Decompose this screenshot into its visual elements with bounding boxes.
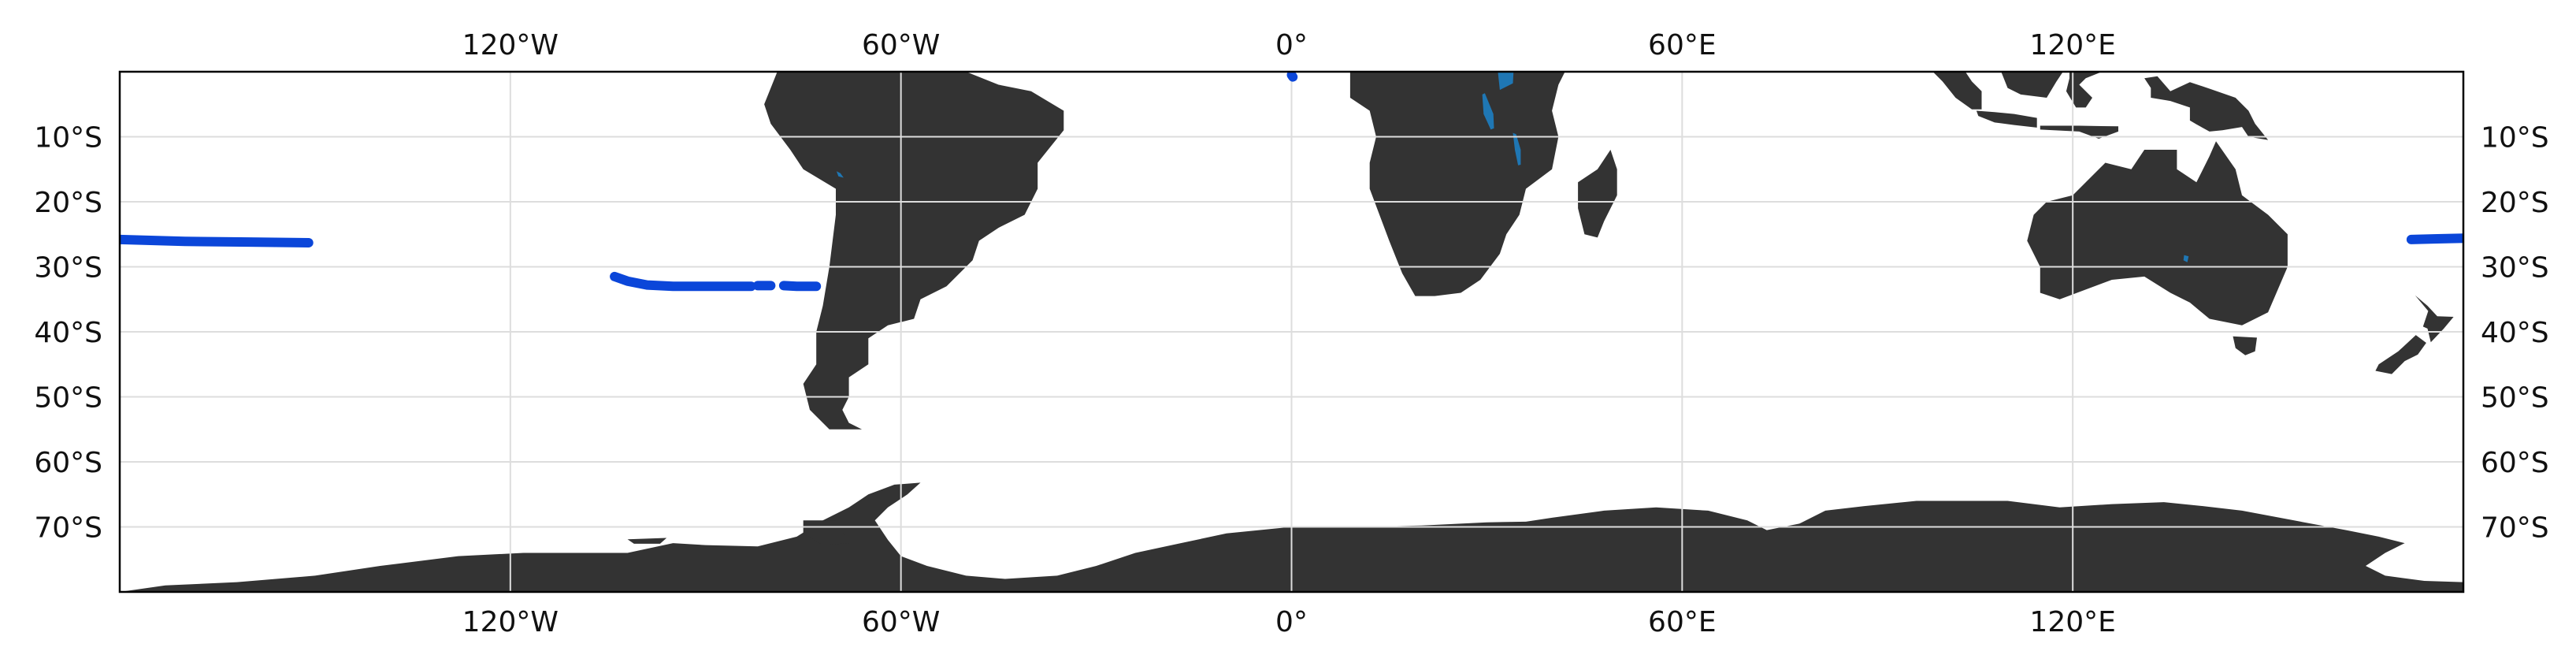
lon-tick-label-bottom: 0° [1275,606,1308,638]
lat-tick-label-left: 50°S [34,382,102,415]
inland-water-lake-eyre [2183,255,2189,262]
lon-tick-label-top: 60°W [862,29,940,61]
lon-tick-label-top: 120°W [462,29,559,61]
lat-tick-label-right: 70°S [2481,512,2549,545]
lat-tick-label-right: 20°S [2481,187,2549,219]
inland-water-lake-titicaca [836,171,844,178]
lon-tick-label-top: 120°E [2029,29,2115,61]
lat-tick-label-left: 10°S [34,122,102,154]
lat-tick-label-left: 40°S [34,317,102,349]
track-segment [2406,233,2463,244]
graticule-layer [120,72,2463,592]
lat-tick-label-left: 30°S [34,252,102,285]
lat-tick-label-right: 60°S [2481,447,2549,479]
lon-tick-label-bottom: 60°W [862,606,940,638]
lat-tick-label-right: 40°S [2481,317,2549,349]
land-africa [1349,72,1565,296]
lon-tick-label-bottom: 120°E [2029,606,2115,638]
land-south-america [764,72,1064,430]
land-australia [2027,141,2288,326]
lat-tick-label-right: 50°S [2481,382,2549,415]
track-layer [120,72,2463,292]
track-segment [610,271,756,292]
land-sumatra [1932,72,1982,110]
land-sulawesi [2066,72,2103,108]
lon-tick-label-top: 60°E [1648,29,1717,61]
lon-tick-label-bottom: 120°W [462,606,559,638]
map-frame [118,70,2465,593]
lat-tick-label-left: 70°S [34,512,102,545]
lon-tick-label-bottom: 60°E [1648,606,1717,638]
inland-water-lake-malawi [1513,132,1521,166]
lat-tick-label-left: 20°S [34,187,102,219]
land-madagascar [1578,150,1617,238]
lat-tick-label-right: 30°S [2481,252,2549,285]
land-lesser-sunda [2040,125,2118,139]
inland-water-lake-tanganyika [1482,93,1494,130]
land-new-zealand-north [2415,295,2454,343]
track-segment [120,234,314,247]
land-borneo [2001,72,2063,98]
inland-water-layer [836,72,2189,262]
lat-tick-label-left: 60°S [34,447,102,479]
land-new-zealand-south [2375,335,2426,374]
inland-water-lake-victoria [1498,72,1514,91]
track-segment [778,281,822,292]
lat-tick-label-right: 10°S [2481,122,2549,154]
land-new-guinea [2144,76,2269,140]
lon-tick-label-top: 0° [1275,29,1308,61]
land-tasmania [2233,336,2257,355]
land-thurston-island [627,538,667,544]
track-segment [1286,72,1298,82]
tick-label-layer: 120°W 120°W 60°W 60°W 0° 0° 60°E 60°E 120°E 120°E… [34,29,2548,638]
land-java [1976,110,2037,128]
